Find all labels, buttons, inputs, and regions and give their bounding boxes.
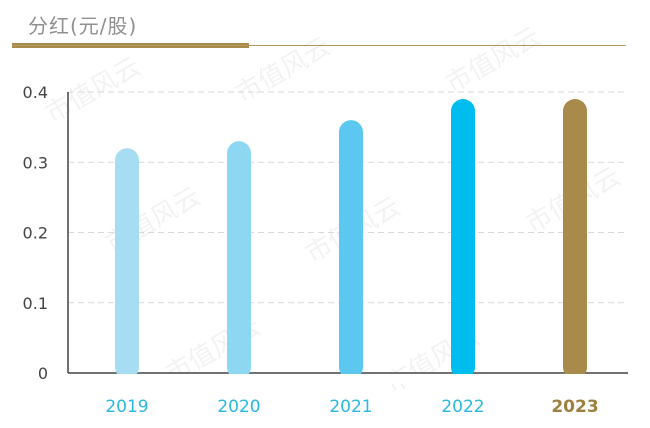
y-tick-label: 0 — [38, 364, 48, 383]
y-tick-label: 0.2 — [23, 224, 48, 243]
y-tick-label: 0.3 — [23, 153, 48, 172]
title-underline — [12, 45, 626, 46]
chart-title: 分红(元/股) — [28, 14, 138, 38]
x-tick-label: 2021 — [329, 397, 372, 417]
x-tick-label: 2019 — [105, 397, 148, 417]
x-tick-label: 2022 — [441, 397, 484, 417]
bar — [115, 148, 139, 379]
bar — [563, 99, 587, 380]
x-tick-label: 2023 — [551, 397, 598, 417]
bar — [339, 120, 363, 379]
y-tick-label: 0.1 — [23, 294, 48, 313]
x-tick-label: 2020 — [217, 397, 260, 417]
axis-mask — [69, 374, 629, 384]
y-tick-label: 0.4 — [23, 83, 48, 102]
bar — [451, 99, 475, 380]
bar — [227, 141, 251, 379]
